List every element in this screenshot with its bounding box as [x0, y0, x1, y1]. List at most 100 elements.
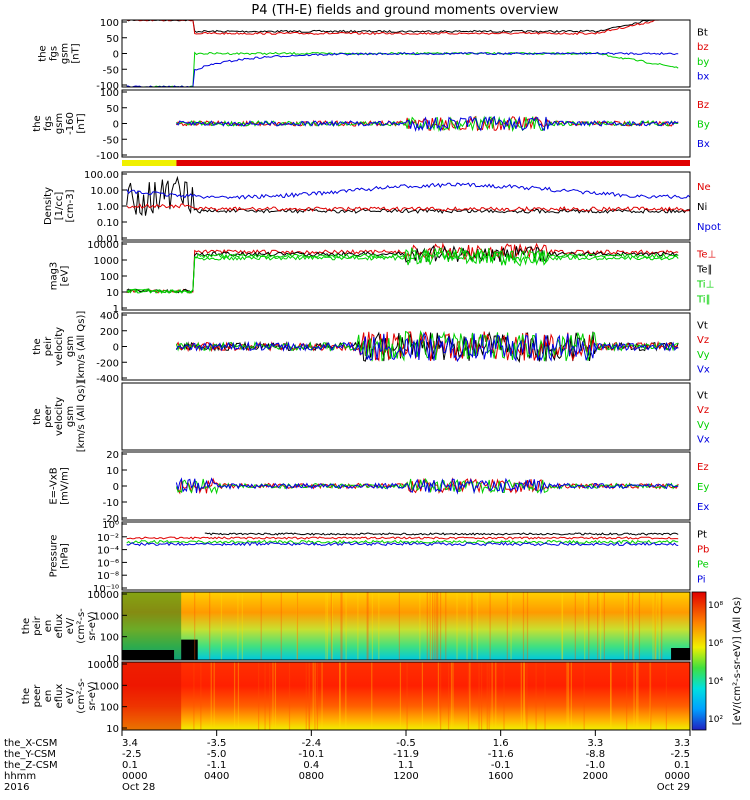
x-axis-annotation: the_X-CSM 3.4 -3.5 -2.4 -0.5 1.6 3.3 3.3 the_Y-C… [4, 730, 691, 793]
x-axis-value: 1200 [393, 771, 418, 782]
spectrogram-streak [440, 662, 442, 730]
y-tick-label: -50 [103, 135, 119, 146]
x-axis-value: -1.0 [586, 760, 606, 771]
spectrogram-streak [406, 662, 408, 730]
x-axis-value: 1.6 [493, 738, 509, 749]
legend-entry: Bz [697, 100, 709, 111]
spectrogram-streak [296, 592, 299, 660]
series-2 [175, 477, 679, 495]
legend-entry: Pt [697, 530, 707, 541]
y-tick-label: 10 [106, 466, 119, 477]
spectrogram-streak [522, 592, 525, 660]
legend-entry: Vz [697, 335, 709, 346]
legend-entry: Ey [697, 482, 709, 493]
y-tick-label: 50 [106, 34, 119, 45]
spectrogram-streak [452, 662, 454, 730]
spectrogram-gap [671, 648, 690, 660]
x-axis-value: -0.1 [491, 760, 511, 771]
spectrogram-streak [495, 662, 497, 730]
y-tick-label: 100 [100, 88, 119, 99]
y-tick-label: 10000 [87, 590, 119, 601]
panel-p1: 100 50 0 -50 -100 thefgsgsm[nT] Bt bz by bx [38, 18, 710, 92]
spectrogram-streak [305, 662, 307, 730]
legend-entry: Vx [697, 435, 710, 446]
y-tick-label: 50 [106, 104, 119, 115]
spectrogram-streak [633, 662, 635, 730]
x-axis-row-label: the_X-CSM [4, 738, 57, 749]
spectrogram-streak [430, 592, 432, 660]
spectrogram-streak [649, 662, 651, 730]
y-tick-label: 10⁻⁴ [97, 546, 119, 557]
y-tick-label: -100 [96, 81, 119, 92]
spectrogram-streak [366, 592, 368, 660]
x-axis-value: -10.1 [298, 749, 324, 760]
spectrogram-streak [345, 662, 347, 730]
x-axis-value: 1.1 [398, 760, 414, 771]
mode-status-bar [122, 160, 690, 166]
spectrogram-streak [627, 592, 630, 660]
spectrogram-streak [314, 662, 316, 730]
x-axis-value: 3.3 [587, 738, 603, 749]
x-axis-value: -3.5 [207, 738, 227, 749]
series-ni [126, 175, 690, 217]
panel-p3: 100.00 10.00 1.00 0.10 0.01 Density[1/cc][cm-… [43, 170, 721, 245]
spectrogram-streak [326, 592, 329, 660]
y-tick-label: -50 [103, 65, 119, 76]
colorbar-label: [eV/(cm²-s-sr-eV)] (All Qs) [732, 597, 743, 726]
y-tick-label: 10000 [87, 240, 119, 251]
panel-p6: thepeervelocitygsm[km/s (All Qs)] VtVzVyV… [32, 381, 710, 453]
spectrogram-streak [632, 592, 634, 660]
y-axis-label: E=-VxB[mV/m] [49, 467, 71, 505]
x-axis-value: Oct 29 [657, 782, 690, 793]
spectrogram-streak [638, 592, 641, 660]
spectrogram-streak [603, 592, 605, 660]
series-pi [126, 541, 679, 547]
y-axis-label: Density[1/cc][cm-3] [43, 187, 76, 225]
x-axis-value: 0.1 [122, 760, 138, 771]
spectrogram-streak [434, 592, 436, 660]
legend-entry: Ne [697, 182, 711, 193]
spectrogram-streak [654, 592, 656, 660]
y-tick-label: -100 [96, 151, 119, 162]
x-axis-value: 0400 [204, 771, 229, 782]
spectrogram-early [122, 662, 182, 730]
spectrogram-streak [237, 592, 239, 660]
x-axis-value: -11.9 [393, 749, 419, 760]
legend-entry: Vt [697, 390, 708, 401]
y-axis-label: thepeervelocitygsm[km/s (All Qs)] [32, 381, 87, 453]
spectrogram-streak [535, 662, 537, 730]
y-tick-label: 10⁻⁸ [97, 571, 119, 582]
spectrogram-streak [341, 592, 343, 660]
legend-entry: Vt [697, 320, 708, 331]
spectrogram-streak [588, 592, 590, 660]
legend-p6: Vt Vz Vy Vx [697, 390, 710, 445]
spectrogram-streak [398, 592, 400, 660]
spectrogram-streak [523, 662, 526, 730]
legend-entry: by [697, 57, 709, 68]
panel-p5: 400 200 0 -200 -400 thepeirvelocitygsm[km/s (… [32, 311, 710, 385]
panel-p8: 10⁰10⁻²10⁻⁴10⁻⁶10⁻⁸10⁻¹⁰Pressure[nPa]PtP… [49, 520, 710, 595]
spectrogram-streak [610, 662, 612, 730]
x-axis-value: -2.4 [302, 738, 322, 749]
spectrogram-streak [469, 662, 471, 730]
spectrogram-streak [280, 592, 282, 660]
spectrogram-streak [371, 592, 373, 660]
spectrogram-streak [450, 662, 453, 730]
spectrogram-streak [312, 662, 314, 730]
legend-entry: bx [697, 72, 709, 83]
spectrogram-streak [654, 592, 656, 660]
spectrogram-streak [200, 662, 202, 730]
y-axis-label: thefgsgsm-160[nT] [32, 112, 87, 135]
legend-entry: Ti∥ [696, 295, 711, 306]
spectrogram-streak [600, 592, 602, 660]
y-tick-label: 0 [113, 482, 119, 493]
y-tick-label: 1000 [94, 681, 119, 692]
y-tick-label: 10 [106, 654, 119, 665]
panels-group: 100500-50-100thefgsgsm[nT]Btbzbybx100500… [21, 18, 721, 735]
spectrogram-streak [655, 592, 657, 660]
spectrogram-streak [345, 592, 347, 660]
spectrogram-streak [269, 662, 271, 730]
spectrogram-streak [488, 662, 490, 730]
y-tick-label: 0 [113, 343, 119, 354]
